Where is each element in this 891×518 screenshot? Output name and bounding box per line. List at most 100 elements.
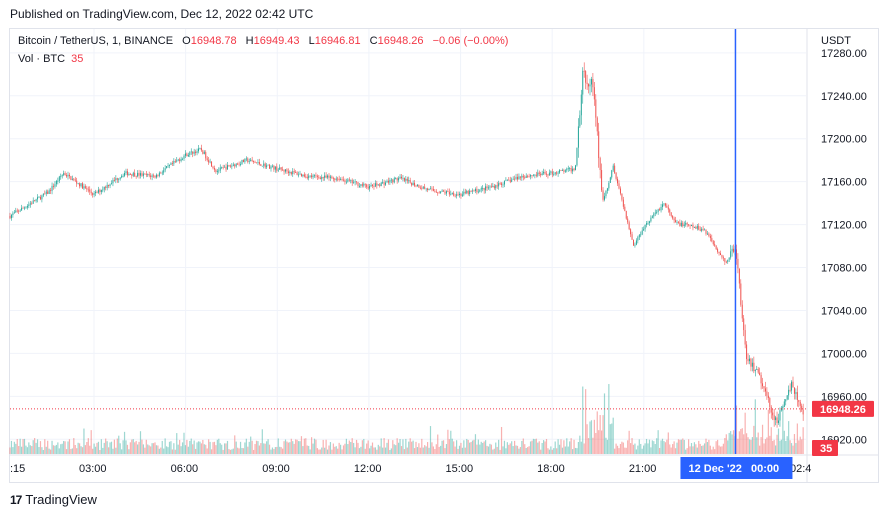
volume-bar: [199, 441, 201, 454]
volume-bar: [473, 439, 475, 454]
volume-bar: [748, 439, 751, 454]
candle-body: [431, 188, 433, 190]
candle-body: [126, 171, 128, 176]
volume-bar: [29, 445, 31, 454]
candle-body: [653, 213, 655, 217]
candle-body: [32, 200, 34, 204]
candle-body: [485, 186, 487, 191]
price-axis[interactable]: 16920.0016960.0017000.0017040.0017080.00…: [821, 48, 867, 446]
volume-bar: [618, 448, 620, 454]
volume-bar: [522, 438, 524, 454]
volume-label[interactable]: Vol · BTC: [18, 53, 66, 65]
volume-bar: [737, 438, 739, 454]
volume-bar: [51, 440, 53, 454]
candle-body: [712, 241, 714, 245]
volume-bar: [400, 446, 403, 454]
volume-bar: [782, 404, 784, 454]
candle-body: [160, 172, 162, 174]
volume-bar: [509, 443, 511, 454]
candle-body: [489, 186, 491, 188]
chart-frame[interactable]: [9, 28, 879, 483]
candle-body: [503, 180, 505, 185]
candle-body: [396, 178, 398, 181]
volume-bar: [164, 438, 166, 454]
volume-bar: [215, 445, 217, 454]
volume-bar: [160, 447, 162, 454]
candle-body: [498, 183, 500, 187]
candle-body: [792, 381, 794, 388]
candle-body: [247, 158, 249, 162]
volume-bar: [759, 445, 761, 454]
candle-body: [521, 175, 523, 178]
candle-body: [746, 344, 748, 360]
candle-body: [695, 226, 697, 229]
volume-bar: [342, 445, 345, 454]
volume-bar: [496, 446, 498, 454]
volume-bar: [777, 428, 780, 454]
candle-body: [67, 174, 69, 177]
candle-body: [492, 185, 494, 188]
candle-body: [363, 183, 365, 186]
candle-body: [392, 179, 394, 183]
candle-body: [340, 179, 342, 181]
candle-body: [337, 178, 339, 180]
volume-bar: [574, 447, 577, 454]
volume-bar: [511, 441, 513, 454]
volume-bar: [361, 440, 363, 454]
candle-body: [735, 249, 737, 259]
volume-bar: [490, 444, 492, 454]
volume-bar: [608, 384, 610, 454]
volume-bar: [690, 443, 693, 454]
candle-body: [293, 171, 295, 173]
volume-bar: [689, 446, 691, 454]
volume-bar: [730, 431, 732, 454]
candle-body: [537, 172, 539, 176]
candle-body: [353, 182, 355, 184]
candle-body: [753, 362, 755, 372]
volume-bar: [669, 444, 671, 454]
volume-bar: [354, 447, 356, 454]
volume-bar: [579, 435, 581, 454]
candle-body: [682, 222, 684, 227]
brand-name[interactable]: TradingView: [25, 492, 97, 507]
volume-bar: [647, 443, 649, 454]
volume-bar: [364, 448, 366, 454]
candle-body: [788, 389, 790, 396]
volume-bar: [631, 438, 633, 454]
currency-label: USDT: [821, 35, 851, 47]
candle-body: [141, 173, 143, 176]
volume-bar: [177, 444, 179, 454]
candle-body: [515, 176, 517, 179]
volume-bar: [480, 441, 482, 454]
candle-body: [411, 182, 413, 186]
volume-bar: [355, 439, 358, 454]
candle-body: [24, 207, 25, 209]
volume-bar: [585, 389, 587, 454]
candle-body: [470, 190, 472, 192]
time-axis[interactable]: :15 03:00 06:00 09:00 12:00 15:00 18:00 21:00 02…: [10, 463, 811, 475]
candle-body: [619, 188, 621, 194]
volume-bar: [26, 447, 28, 454]
candle-body: [669, 209, 671, 213]
symbol-name[interactable]: Bitcoin / TetherUS, 1, BINANCE: [18, 35, 174, 47]
volume-bar: [63, 440, 65, 454]
candle-body: [793, 387, 795, 394]
candle-body: [125, 171, 127, 174]
candle-body: [166, 166, 168, 169]
candle-body: [376, 183, 378, 186]
candle-body: [124, 173, 126, 176]
candle-body: [219, 167, 221, 171]
volume-bar: [283, 441, 285, 454]
candle-body: [551, 171, 553, 175]
candle-body: [289, 171, 291, 174]
volume-bar: [799, 436, 801, 454]
time-tick-label: 09:00: [262, 463, 290, 475]
candle-body: [588, 84, 590, 87]
candle-body: [495, 185, 497, 189]
volume-bar: [224, 443, 226, 454]
volume-bar: [371, 442, 374, 454]
candle-body: [662, 204, 663, 207]
volume-bar: [245, 438, 247, 454]
volume-bar: [516, 445, 519, 454]
